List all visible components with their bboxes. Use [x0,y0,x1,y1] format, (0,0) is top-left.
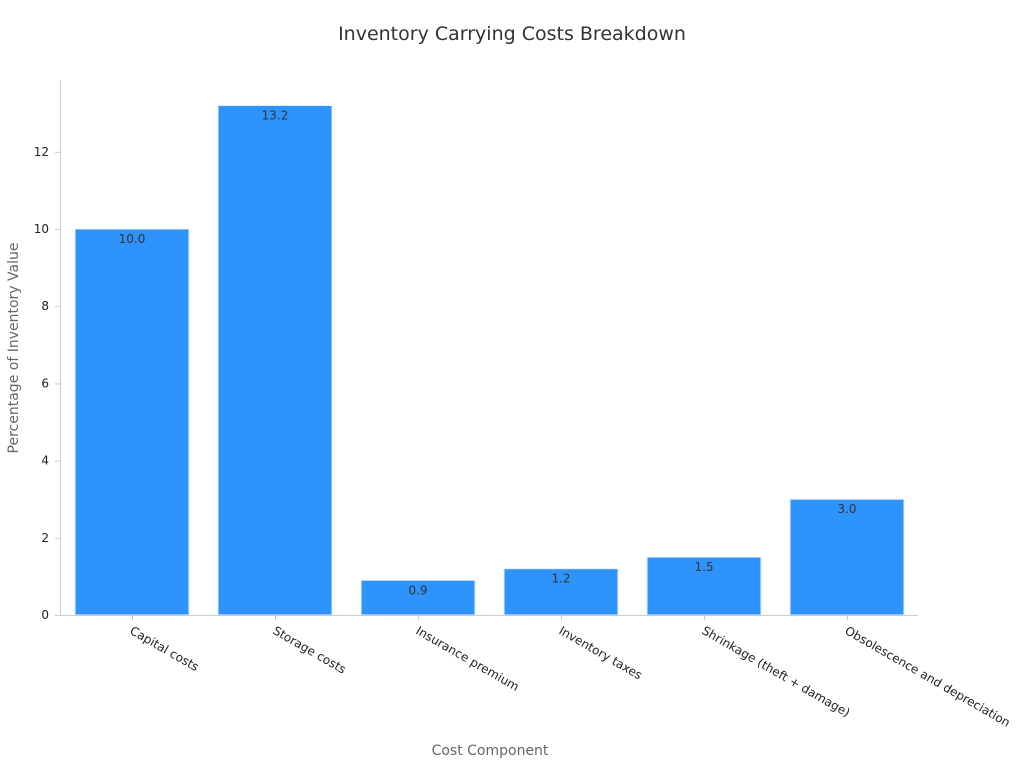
data-label-capital-costs: 10.0 [119,232,146,246]
y-tick-label-4: 4 [41,454,49,468]
bar-capital-costs [74,228,190,616]
x-axis-ticks: Capital costs Storage costs Insurance prem… [128,615,1013,730]
x-axis-title: Cost Component [432,743,549,759]
y-axis-title: Percentage of Inventory Value [6,243,22,454]
y-tick-label-8: 8 [41,299,49,313]
data-label-storage-costs: 13.2 [262,108,289,122]
data-labels-layer: 10.0 13.2 0.9 1.2 1.5 3.0 [119,108,857,597]
bars-layer [74,104,905,616]
bar-shrinkage-theft-damage [646,556,762,616]
y-tick-label-0: 0 [41,608,49,622]
x-tick-label-shrinkage-theft-damage: Shrinkage (theft + damage) [700,623,853,719]
bar-insurance-premium [360,579,476,616]
data-label-insurance-premium: 0.9 [408,583,427,597]
x-tick-label-obsolescence-and-depreciation: Obsolescence and depreciation [843,623,1013,729]
x-tick-label-storage-costs: Storage costs [271,623,349,676]
data-label-inventory-taxes: 1.2 [551,572,570,586]
data-label-obsolescence-and-depreciation: 3.0 [837,502,856,516]
y-tick-label-12: 12 [34,145,49,159]
x-tick-label-inventory-taxes: Inventory taxes [557,623,645,682]
x-tick-label-insurance-premium: Insurance premium [414,623,522,693]
bar-inventory-taxes [503,568,619,616]
bar-storage-costs [217,104,333,616]
bar-obsolescence-and-depreciation [789,498,905,616]
y-tick-label-6: 6 [41,376,49,390]
chart-title: Inventory Carrying Costs Breakdown [338,23,686,45]
data-label-shrinkage-theft-damage: 1.5 [694,560,713,574]
y-tick-label-10: 10 [34,222,49,236]
x-tick-label-capital-costs: Capital costs [128,623,202,674]
y-axis-ticks: 0 2 4 6 8 10 12 [34,145,60,622]
y-tick-label-2: 2 [41,531,49,545]
